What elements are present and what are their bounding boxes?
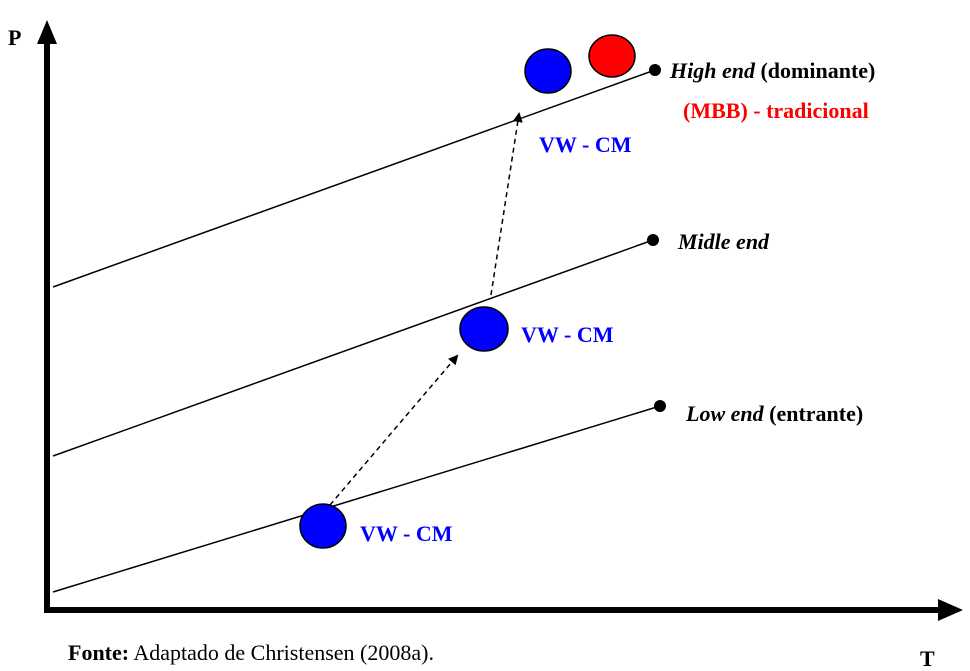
vw-cm-low-label: VW - CM [360,521,453,546]
midle-end-dot [647,234,659,246]
x-axis-arrowhead [938,599,963,621]
vw-cm-low-marker [299,503,347,549]
trajectory-arrow-mid-to-high [490,112,523,296]
x-axis-label: T [920,646,935,671]
midle-end-label: Midle end [677,229,770,254]
low-end-label: Low end (entrante) [685,401,863,426]
vw-cm-mid-label: VW - CM [521,322,614,347]
vw-cm-high-marker [524,48,572,94]
high-end-label: High end (dominante) [669,58,875,83]
caption-text: Adaptado de Christensen (2008a). [129,640,434,665]
trajectory-arrow-low-to-mid [329,354,459,506]
low-end-dot [654,400,666,412]
source-caption: Fonte: Adaptado de Christensen (2008a). [68,640,434,666]
caption-prefix: Fonte: [68,640,130,665]
y-axis-label: P [8,25,21,50]
midle-end-line [52,239,654,457]
high-end-line [52,69,656,288]
traditional-label: (MBB) - tradicional [683,98,869,123]
vw-cm-mid-marker [459,306,509,352]
high-end-dot [649,64,661,76]
low-end-line [52,405,661,593]
y-axis-arrowhead [37,20,57,44]
vw-cm-high-label: VW - CM [539,132,632,157]
mbb-marker [588,34,636,78]
